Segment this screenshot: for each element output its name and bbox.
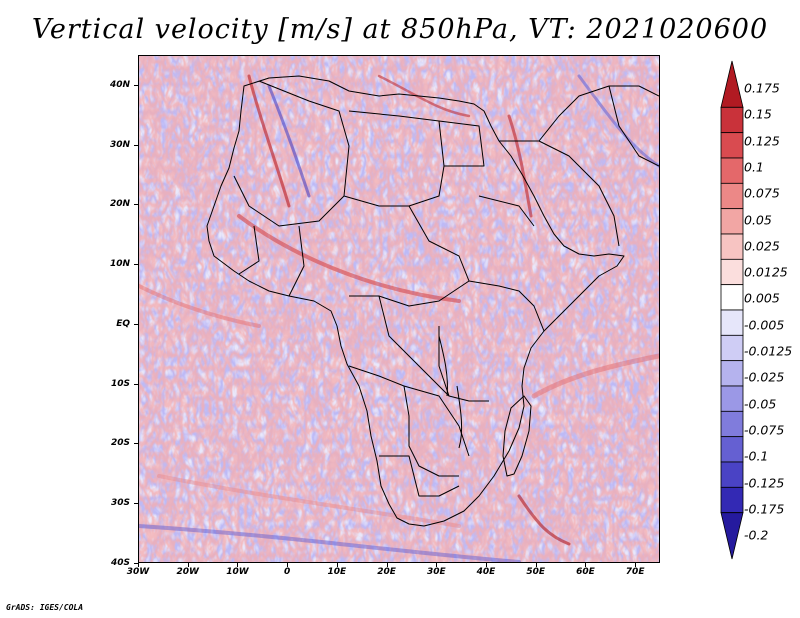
colorbar-swatch [720,360,744,387]
x-tick-label: 10E [327,567,347,577]
colorbar-label: -0.125 [744,475,785,490]
x-tick-mark [635,563,637,567]
colorbar-swatch [720,486,744,514]
colorbar-swatch [720,385,744,412]
colorbar-label: -0.05 [744,396,777,412]
x-tick-mark [486,563,487,567]
colorbar-swatch [720,334,744,362]
y-tick-mark [134,383,138,385]
y-tick-label: EQ [116,318,130,329]
strong-descent-bands [139,74,659,562]
map-panel [138,55,660,563]
y-tick-mark [134,204,138,206]
colorbar-label: 0.05 [744,212,772,227]
x-tick-mark [336,563,338,567]
colorbar-label: 0.025 [744,238,780,254]
y-tick-label: 20N [109,199,130,210]
colorbar-swatch [720,284,744,311]
colorbar-swatch [720,132,744,159]
colorbar-swatch [720,106,744,134]
y-tick-mark [134,503,138,505]
colorbar-label: -0.175 [744,501,785,517]
x-tick-mark [287,563,289,567]
y-tick-mark [134,144,138,146]
colorbar-swatch [720,182,744,210]
x-tick-mark [187,563,189,567]
y-tick-mark [134,84,138,86]
x-tick-mark [585,563,587,567]
colorbar-swatch [720,258,744,286]
colorbar-label: -0.025 [744,369,785,385]
colorbar-label: 0.175 [744,80,780,96]
upward-motion-texture [139,56,659,562]
x-tick-label: 20E [377,567,396,577]
colorbar-swatch [720,309,744,336]
x-tick-mark [535,563,537,567]
x-tick-label: 30W [126,567,150,577]
x-tick-label: 0 [284,567,291,577]
y-tick-mark [134,443,138,445]
colorbar-label: 0.1 [744,159,764,175]
x-tick-mark [386,563,388,567]
y-tick-label: 20S [110,438,130,449]
colorbar-label: -0.075 [744,422,785,438]
colorbar-swatch [720,436,744,463]
y-tick-mark [134,563,138,564]
colorbar-label: -0.2 [744,527,769,543]
x-tick-label: 10W [226,567,249,577]
colorbar-label: -0.1 [744,448,769,464]
colorbar-swatch [720,410,744,438]
y-tick-label: 40N [109,79,130,90]
velocity-field-map [139,56,659,562]
colorbar [720,60,744,560]
x-tick-mark [436,563,438,567]
coastlines-and-borders [206,75,659,527]
colorbar-label: 0.125 [744,133,780,149]
colorbar-swatch [720,208,744,235]
y-tick-label: 10S [110,378,130,389]
colorbar-swatch [720,461,744,488]
y-tick-label: 40S [110,558,130,568]
x-tick-label: 50E [526,567,546,577]
y-tick-label: 30N [109,139,130,150]
strong-ascent-bands [139,74,659,546]
y-tick-label: 10N [109,259,130,270]
colorbar-swatch [720,60,744,108]
x-tick-label: 60E [576,567,595,577]
colorbar-label: 0.15 [744,106,772,122]
colorbar-label: -0.0125 [744,343,793,359]
y-tick-mark [134,264,138,266]
colorbar-label: 0.075 [744,185,780,201]
x-tick-label: 20W [176,567,199,577]
chart-title: Vertical velocity [m/s] at 850hPa, VT: 2… [31,14,769,45]
y-tick-mark [134,323,138,325]
x-tick-mark [237,563,239,567]
y-tick-label: 30S [110,498,130,509]
x-tick-label: 70E [625,567,645,577]
colorbar-swatch [720,233,744,260]
colorbar-label: -0.005 [744,317,785,333]
colorbar-swatch [720,157,744,184]
colorbar-label: 0.005 [744,290,780,306]
x-tick-mark [138,563,139,567]
colorbar-swatch [720,512,744,560]
footer-credit: GrADS: IGES/COLA [6,603,84,612]
x-tick-label: 40E [476,567,496,577]
colorbar-label: 0.0125 [744,264,788,280]
x-tick-label: 30E [426,567,446,577]
